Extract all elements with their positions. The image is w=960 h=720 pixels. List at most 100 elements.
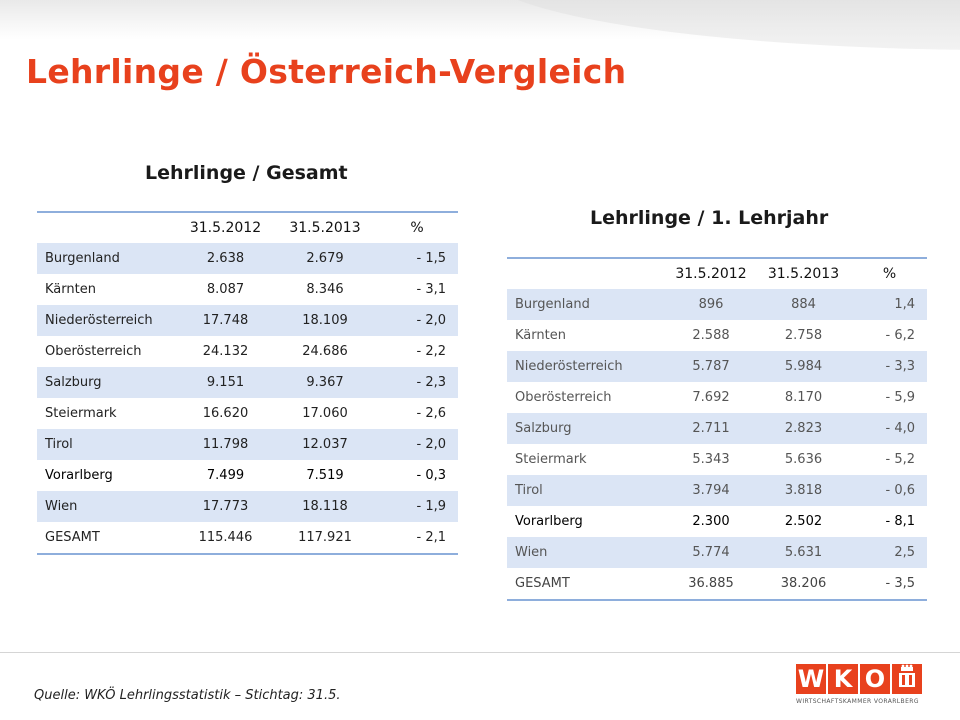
cell-region: Niederösterreich — [507, 351, 667, 382]
cell-2012: 17.773 — [177, 491, 274, 522]
cell-2012: 2.711 — [667, 413, 755, 444]
cell-percent: - 0,6 — [852, 475, 927, 506]
table-gesamt: 31.5.2012 31.5.2013 % Burgenland 2.638 2… — [37, 211, 458, 555]
cell-percent: - 3,5 — [852, 568, 927, 601]
cell-region: Salzburg — [37, 367, 177, 398]
cell-region: Tirol — [37, 429, 177, 460]
cell-2012: 896 — [667, 289, 755, 320]
table-row: Kärnten 8.087 8.346 - 3,1 — [37, 274, 458, 305]
table-row: Kärnten 2.588 2.758 - 6,2 — [507, 320, 927, 351]
cell-2013: 117.921 — [274, 522, 376, 555]
cell-percent: - 5,9 — [852, 382, 927, 413]
footer-divider — [0, 652, 960, 653]
cell-2012: 5.774 — [667, 537, 755, 568]
cell-region: Tirol — [507, 475, 667, 506]
cell-2013: 5.636 — [755, 444, 852, 475]
cell-percent: - 2,2 — [376, 336, 458, 367]
cell-2012: 2.300 — [667, 506, 755, 537]
table-row: Wien 5.774 5.631 2,5 — [507, 537, 927, 568]
cell-region: Wien — [37, 491, 177, 522]
cell-2013: 18.118 — [274, 491, 376, 522]
cell-2013: 7.519 — [274, 460, 376, 491]
cell-region: Wien — [507, 537, 667, 568]
cell-percent: - 2,3 — [376, 367, 458, 398]
coat-of-arms-icon — [892, 664, 922, 694]
cell-2013: 3.818 — [755, 475, 852, 506]
cell-percent: - 8,1 — [852, 506, 927, 537]
table-row: Salzburg 2.711 2.823 - 4,0 — [507, 413, 927, 444]
table-row: Burgenland 896 884 1,4 — [507, 289, 927, 320]
cell-2013: 2.758 — [755, 320, 852, 351]
cell-2013: 18.109 — [274, 305, 376, 336]
cell-2013: 2.823 — [755, 413, 852, 444]
cell-2012: 5.787 — [667, 351, 755, 382]
logo-subline: WIRTSCHAFTSKAMMER VORARLBERG — [796, 698, 919, 705]
table-row: Steiermark 5.343 5.636 - 5,2 — [507, 444, 927, 475]
cell-2012: 2.638 — [177, 243, 274, 274]
logo-letter: K — [828, 664, 858, 694]
cell-region: Steiermark — [37, 398, 177, 429]
cell-2012: 36.885 — [667, 568, 755, 601]
table-row: Salzburg 9.151 9.367 - 2,3 — [37, 367, 458, 398]
cell-region: Salzburg — [507, 413, 667, 444]
column-header-region — [507, 257, 667, 289]
cell-percent: - 2,0 — [376, 429, 458, 460]
table-row-total: GESAMT 36.885 38.206 - 3,5 — [507, 568, 927, 601]
cell-2012: 8.087 — [177, 274, 274, 305]
column-header-2013: 31.5.2013 — [274, 211, 376, 243]
cell-2013: 8.346 — [274, 274, 376, 305]
table-gesamt-title: Lehrlinge / Gesamt — [145, 162, 348, 184]
table-row: Wien 17.773 18.118 - 1,9 — [37, 491, 458, 522]
cell-region: Oberösterreich — [37, 336, 177, 367]
cell-percent: - 5,2 — [852, 444, 927, 475]
wko-logo: W K O WIRTSCHAFTSKAMMER VORARLBERG — [796, 664, 934, 712]
cell-region: Vorarlberg — [507, 506, 667, 537]
cell-2012: 7.499 — [177, 460, 274, 491]
column-header-percent: % — [376, 211, 458, 243]
column-header-region — [37, 211, 177, 243]
cell-percent: - 2,0 — [376, 305, 458, 336]
cell-percent: - 2,1 — [376, 522, 458, 555]
logo-letter: W — [796, 664, 826, 694]
cell-percent: 1,4 — [852, 289, 927, 320]
table-row: Niederösterreich 5.787 5.984 - 3,3 — [507, 351, 927, 382]
cell-region: Oberösterreich — [507, 382, 667, 413]
table-row: Oberösterreich 7.692 8.170 - 5,9 — [507, 382, 927, 413]
cell-region: GESAMT — [507, 568, 667, 601]
cell-2013: 24.686 — [274, 336, 376, 367]
page-title: Lehrlinge / Österreich-Vergleich — [26, 52, 627, 91]
cell-2013: 8.170 — [755, 382, 852, 413]
cell-region: Vorarlberg — [37, 460, 177, 491]
table-row: Burgenland 2.638 2.679 - 1,5 — [37, 243, 458, 274]
cell-2013: 5.631 — [755, 537, 852, 568]
cell-2013: 38.206 — [755, 568, 852, 601]
table-row: Tirol 11.798 12.037 - 2,0 — [37, 429, 458, 460]
cell-region: Burgenland — [37, 243, 177, 274]
cell-2013: 5.984 — [755, 351, 852, 382]
cell-percent: - 1,9 — [376, 491, 458, 522]
column-header-2012: 31.5.2012 — [667, 257, 755, 289]
cell-2012: 17.748 — [177, 305, 274, 336]
cell-2012: 9.151 — [177, 367, 274, 398]
cell-2012: 3.794 — [667, 475, 755, 506]
cell-2012: 11.798 — [177, 429, 274, 460]
cell-2012: 7.692 — [667, 382, 755, 413]
cell-2013: 9.367 — [274, 367, 376, 398]
header-decoration — [0, 0, 960, 50]
cell-2013: 12.037 — [274, 429, 376, 460]
column-header-2012: 31.5.2012 — [177, 211, 274, 243]
header-arc — [480, 0, 960, 50]
cell-region: Kärnten — [37, 274, 177, 305]
table-row: Niederösterreich 17.748 18.109 - 2,0 — [37, 305, 458, 336]
table-row-highlight: Vorarlberg 2.300 2.502 - 8,1 — [507, 506, 927, 537]
table-lehrjahr1-title: Lehrlinge / 1. Lehrjahr — [590, 207, 829, 229]
cell-percent: - 0,3 — [376, 460, 458, 491]
cell-region: Kärnten — [507, 320, 667, 351]
table-lehrjahr1: 31.5.2012 31.5.2013 % Burgenland 896 884… — [507, 257, 927, 601]
cell-percent: - 4,0 — [852, 413, 927, 444]
cell-percent: 2,5 — [852, 537, 927, 568]
cell-2012: 2.588 — [667, 320, 755, 351]
cell-percent: - 3,1 — [376, 274, 458, 305]
cell-2012: 115.446 — [177, 522, 274, 555]
logo-letters: W K O — [796, 664, 934, 694]
